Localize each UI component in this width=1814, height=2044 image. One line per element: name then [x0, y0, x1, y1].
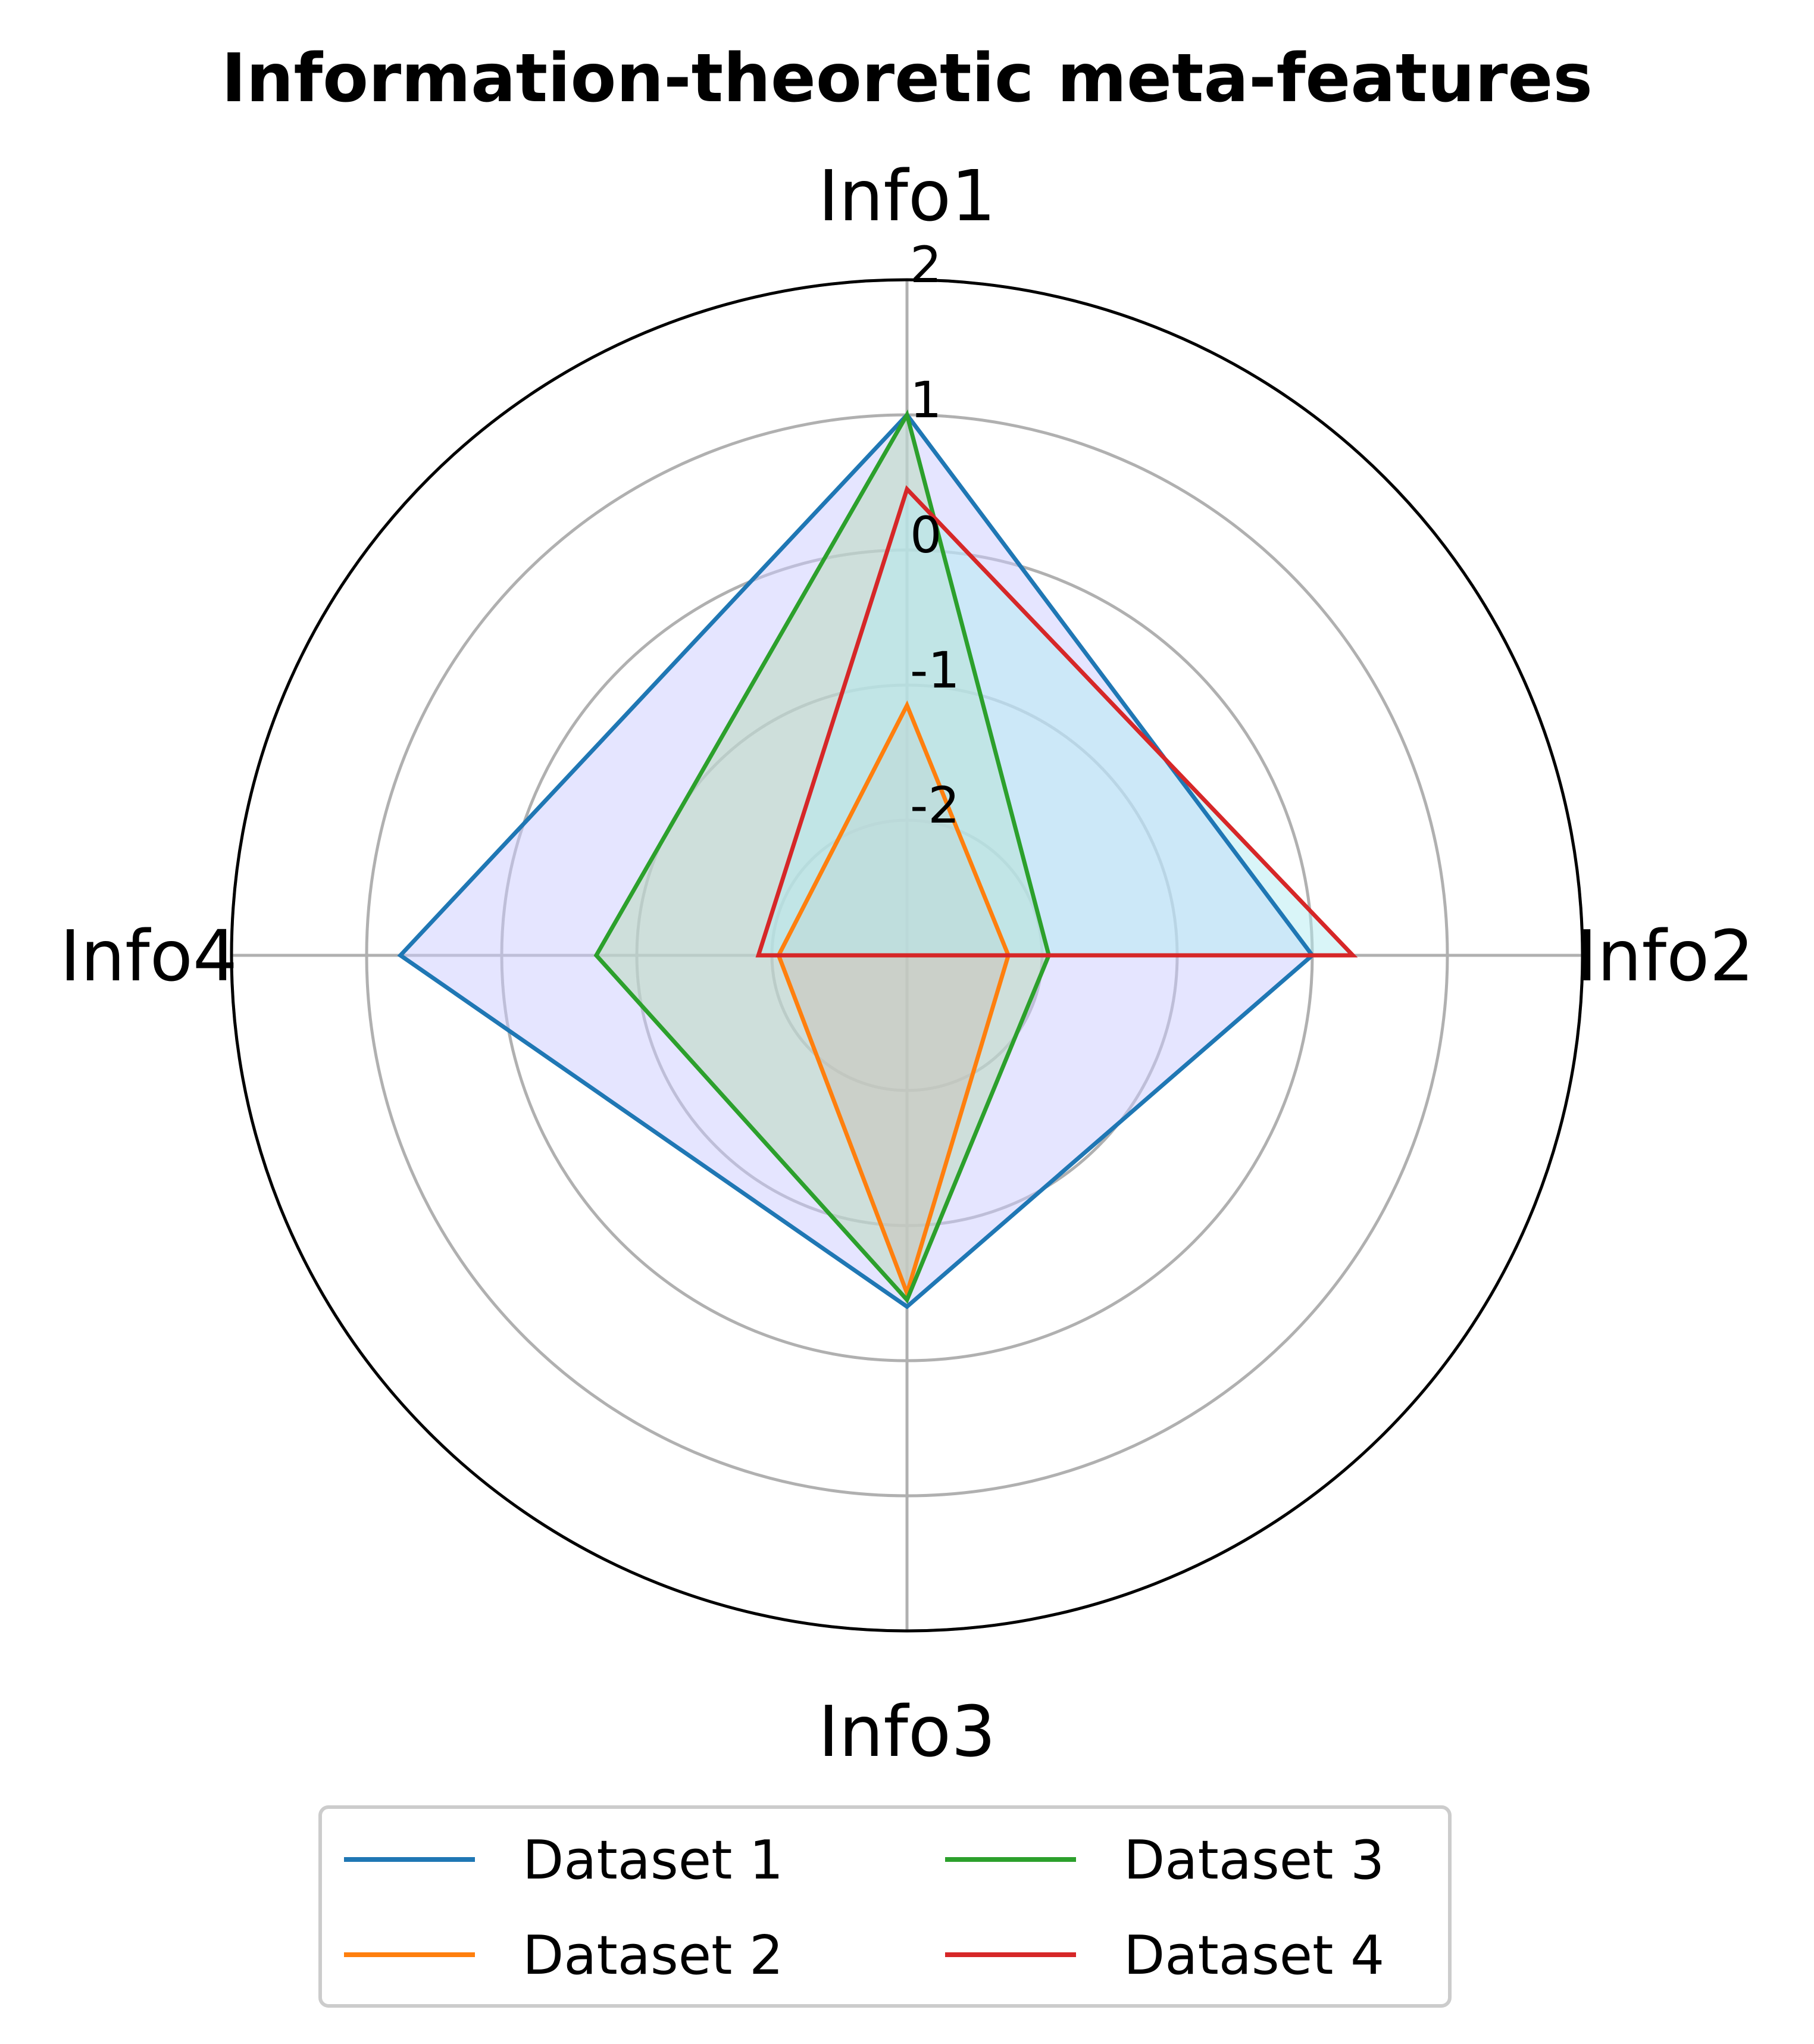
chart-title: Information-theoretic meta-features [221, 40, 1593, 117]
tick-label: -2 [910, 776, 960, 835]
legend: Dataset 1 Dataset 2 Dataset 3 Dataset 4 [320, 1807, 1450, 2006]
tick-label: 2 [910, 236, 942, 294]
axis-label-info1: Info1 [818, 155, 996, 237]
axis-label-info2: Info2 [1577, 915, 1754, 997]
tick-label: 0 [910, 506, 942, 564]
tick-label: 1 [910, 371, 942, 429]
legend-label-3: Dataset 3 [1124, 1829, 1384, 1892]
axis-label-info3: Info3 [818, 1690, 996, 1773]
axis-label-info4: Info4 [60, 915, 237, 997]
legend-label-4: Dataset 4 [1124, 1924, 1384, 1987]
legend-label-2: Dataset 2 [523, 1924, 783, 1987]
legend-label-1: Dataset 1 [523, 1829, 783, 1892]
series-fills [401, 415, 1353, 1307]
tick-label: -1 [910, 641, 960, 699]
